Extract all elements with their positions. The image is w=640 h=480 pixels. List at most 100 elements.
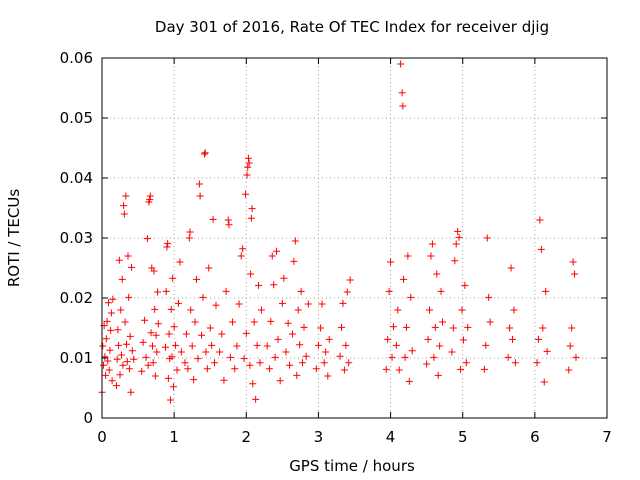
data-point <box>482 341 490 349</box>
data-point <box>177 348 185 356</box>
data-point <box>101 353 109 361</box>
data-point <box>205 264 213 272</box>
x-tick-labels: 0 1 2 3 4 5 6 7 <box>97 428 612 446</box>
data-point <box>288 330 296 338</box>
data-point <box>430 353 438 361</box>
data-point <box>117 306 125 314</box>
data-point <box>325 335 333 343</box>
data-point <box>314 341 322 349</box>
data-point <box>437 287 445 295</box>
data-point <box>104 299 112 307</box>
data-point <box>276 377 284 385</box>
x-tick-label: 5 <box>458 428 468 446</box>
data-point <box>116 371 124 379</box>
data-point <box>401 353 409 361</box>
data-point <box>173 366 181 374</box>
data-point <box>130 355 138 363</box>
data-point <box>297 287 305 295</box>
data-point <box>273 247 281 255</box>
data-point <box>141 316 149 324</box>
data-point <box>339 299 347 307</box>
data-point <box>243 171 251 179</box>
data-point <box>220 376 228 384</box>
x-axis-label: GPS time / hours <box>289 457 415 475</box>
data-point <box>543 347 551 355</box>
data-point <box>395 366 403 374</box>
data-point <box>169 383 177 391</box>
data-point <box>209 215 217 223</box>
chart-title: Day 301 of 2016, Rate Of TEC Index for r… <box>155 18 549 36</box>
data-point <box>107 326 115 334</box>
x-tick-label: 1 <box>169 428 179 446</box>
data-point <box>184 365 192 373</box>
data-point <box>286 361 294 369</box>
data-point <box>255 281 263 289</box>
data-point <box>127 388 135 396</box>
data-point <box>164 239 172 247</box>
data-point <box>125 293 133 301</box>
data-point <box>122 192 130 200</box>
data-point <box>112 382 120 390</box>
data-point <box>250 318 258 326</box>
data-point <box>433 270 441 278</box>
data-point <box>181 359 189 367</box>
data-point <box>534 335 542 343</box>
data-point <box>461 281 469 289</box>
data-point <box>218 330 226 338</box>
y-tick-label: 0.02 <box>60 289 93 307</box>
data-point <box>451 257 459 265</box>
data-point <box>247 214 255 222</box>
data-point <box>138 367 146 375</box>
data-point <box>114 326 122 334</box>
data-point <box>106 346 114 354</box>
data-point <box>107 309 115 317</box>
data-point <box>457 365 465 373</box>
data-point <box>404 252 412 260</box>
data-point <box>572 353 580 361</box>
data-point <box>459 336 467 344</box>
data-point <box>146 192 154 200</box>
data-point <box>340 366 348 374</box>
data-point <box>244 154 252 162</box>
data-point <box>151 305 159 313</box>
data-point <box>196 192 204 200</box>
data-point <box>253 341 261 349</box>
data-point <box>322 348 330 356</box>
data-point <box>109 295 117 303</box>
data-point <box>153 348 161 356</box>
data-point <box>194 355 202 363</box>
data-point <box>388 353 396 361</box>
data-point <box>304 300 312 308</box>
data-point <box>312 365 320 373</box>
data-point <box>271 353 279 361</box>
y-axis-label: ROTI / TECUs <box>5 189 23 287</box>
data-point <box>142 353 150 361</box>
x-tick-label: 3 <box>314 428 324 446</box>
data-point <box>387 258 395 266</box>
y-tick-label: 0.04 <box>60 169 93 187</box>
data-point <box>239 245 247 253</box>
data-point <box>216 348 224 356</box>
data-point <box>508 335 516 343</box>
data-point <box>436 342 444 350</box>
data-point <box>506 324 514 332</box>
data-point <box>402 323 410 331</box>
data-point <box>565 366 573 374</box>
data-point <box>231 365 239 373</box>
data-point <box>452 240 460 248</box>
data-point <box>201 149 209 157</box>
data-point <box>146 196 154 204</box>
data-point <box>268 252 276 260</box>
data-point <box>448 348 456 356</box>
data-point <box>439 318 447 326</box>
data-point <box>324 372 332 380</box>
data-point <box>252 395 260 403</box>
y-tick-label: 0.03 <box>60 229 93 247</box>
data-point <box>167 396 175 404</box>
data-point <box>389 323 397 331</box>
data-point <box>198 331 206 339</box>
data-point <box>233 342 241 350</box>
data-point <box>343 288 351 296</box>
data-point <box>542 287 550 295</box>
data-point <box>338 323 346 331</box>
